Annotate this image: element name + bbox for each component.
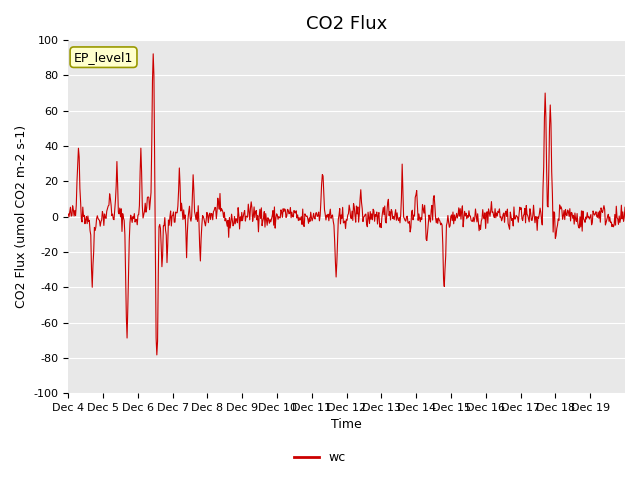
Text: EP_level1: EP_level1	[74, 51, 133, 64]
X-axis label: Time: Time	[332, 419, 362, 432]
Title: CO2 Flux: CO2 Flux	[306, 15, 387, 33]
Y-axis label: CO2 Flux (umol CO2 m-2 s-1): CO2 Flux (umol CO2 m-2 s-1)	[15, 125, 28, 308]
Legend: wc: wc	[289, 446, 351, 469]
